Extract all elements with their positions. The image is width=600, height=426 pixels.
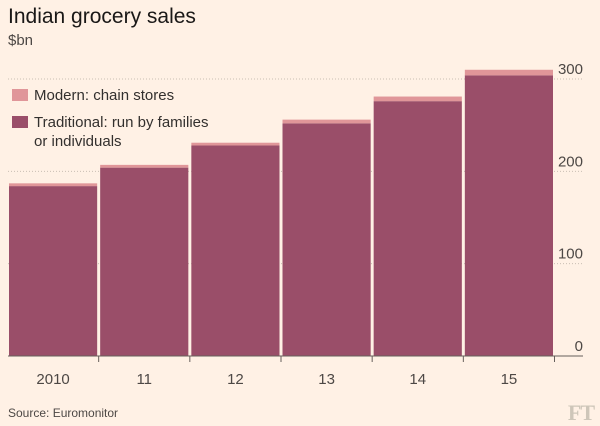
x-tick-label-2010: 2010 [36, 371, 69, 388]
bar-traditional-11 [100, 167, 189, 356]
x-tick-label-12: 12 [227, 371, 244, 388]
bar-modern-13 [282, 119, 371, 124]
x-tick-label-15: 15 [501, 371, 518, 388]
legend-item-traditional: Traditional: run by families or individu… [12, 113, 209, 151]
chart-unit: $bn [8, 32, 34, 49]
y-tick-label-200: 200 [558, 153, 583, 170]
legend-label-modern: Modern: chain stores [34, 87, 175, 104]
legend-swatch-traditional [12, 116, 28, 128]
legend-label-traditional-line2: or individuals [34, 133, 122, 150]
bar-modern-14 [373, 96, 462, 102]
legend: Modern: chain stores Traditional: run by… [12, 86, 209, 151]
bar-modern-12 [191, 142, 280, 146]
ft-logo: FT [567, 400, 595, 425]
chart-title: Indian grocery sales [8, 5, 196, 28]
legend-label-traditional: Traditional: run by families [34, 114, 209, 131]
bar-traditional-15 [464, 75, 553, 356]
bar-traditional-2010 [9, 186, 98, 356]
legend-item-modern: Modern: chain stores [12, 86, 209, 105]
x-tick-label-13: 13 [318, 371, 335, 388]
x-tick-label-11: 11 [136, 371, 152, 388]
bar-modern-11 [100, 164, 189, 168]
source-note: Source: Euromonitor [8, 406, 119, 420]
bar-traditional-12 [191, 145, 280, 356]
bar-traditional-13 [282, 123, 371, 356]
x-tick-label-14: 14 [409, 371, 426, 388]
y-tick-label-300: 300 [558, 61, 583, 78]
bar-modern-2010 [9, 183, 98, 187]
bar-traditional-14 [373, 101, 462, 356]
legend-swatch-modern [12, 89, 28, 101]
y-tick-label-100: 100 [558, 246, 583, 263]
bar-modern-15 [464, 69, 553, 76]
y-tick-label-0: 0 [575, 338, 583, 355]
